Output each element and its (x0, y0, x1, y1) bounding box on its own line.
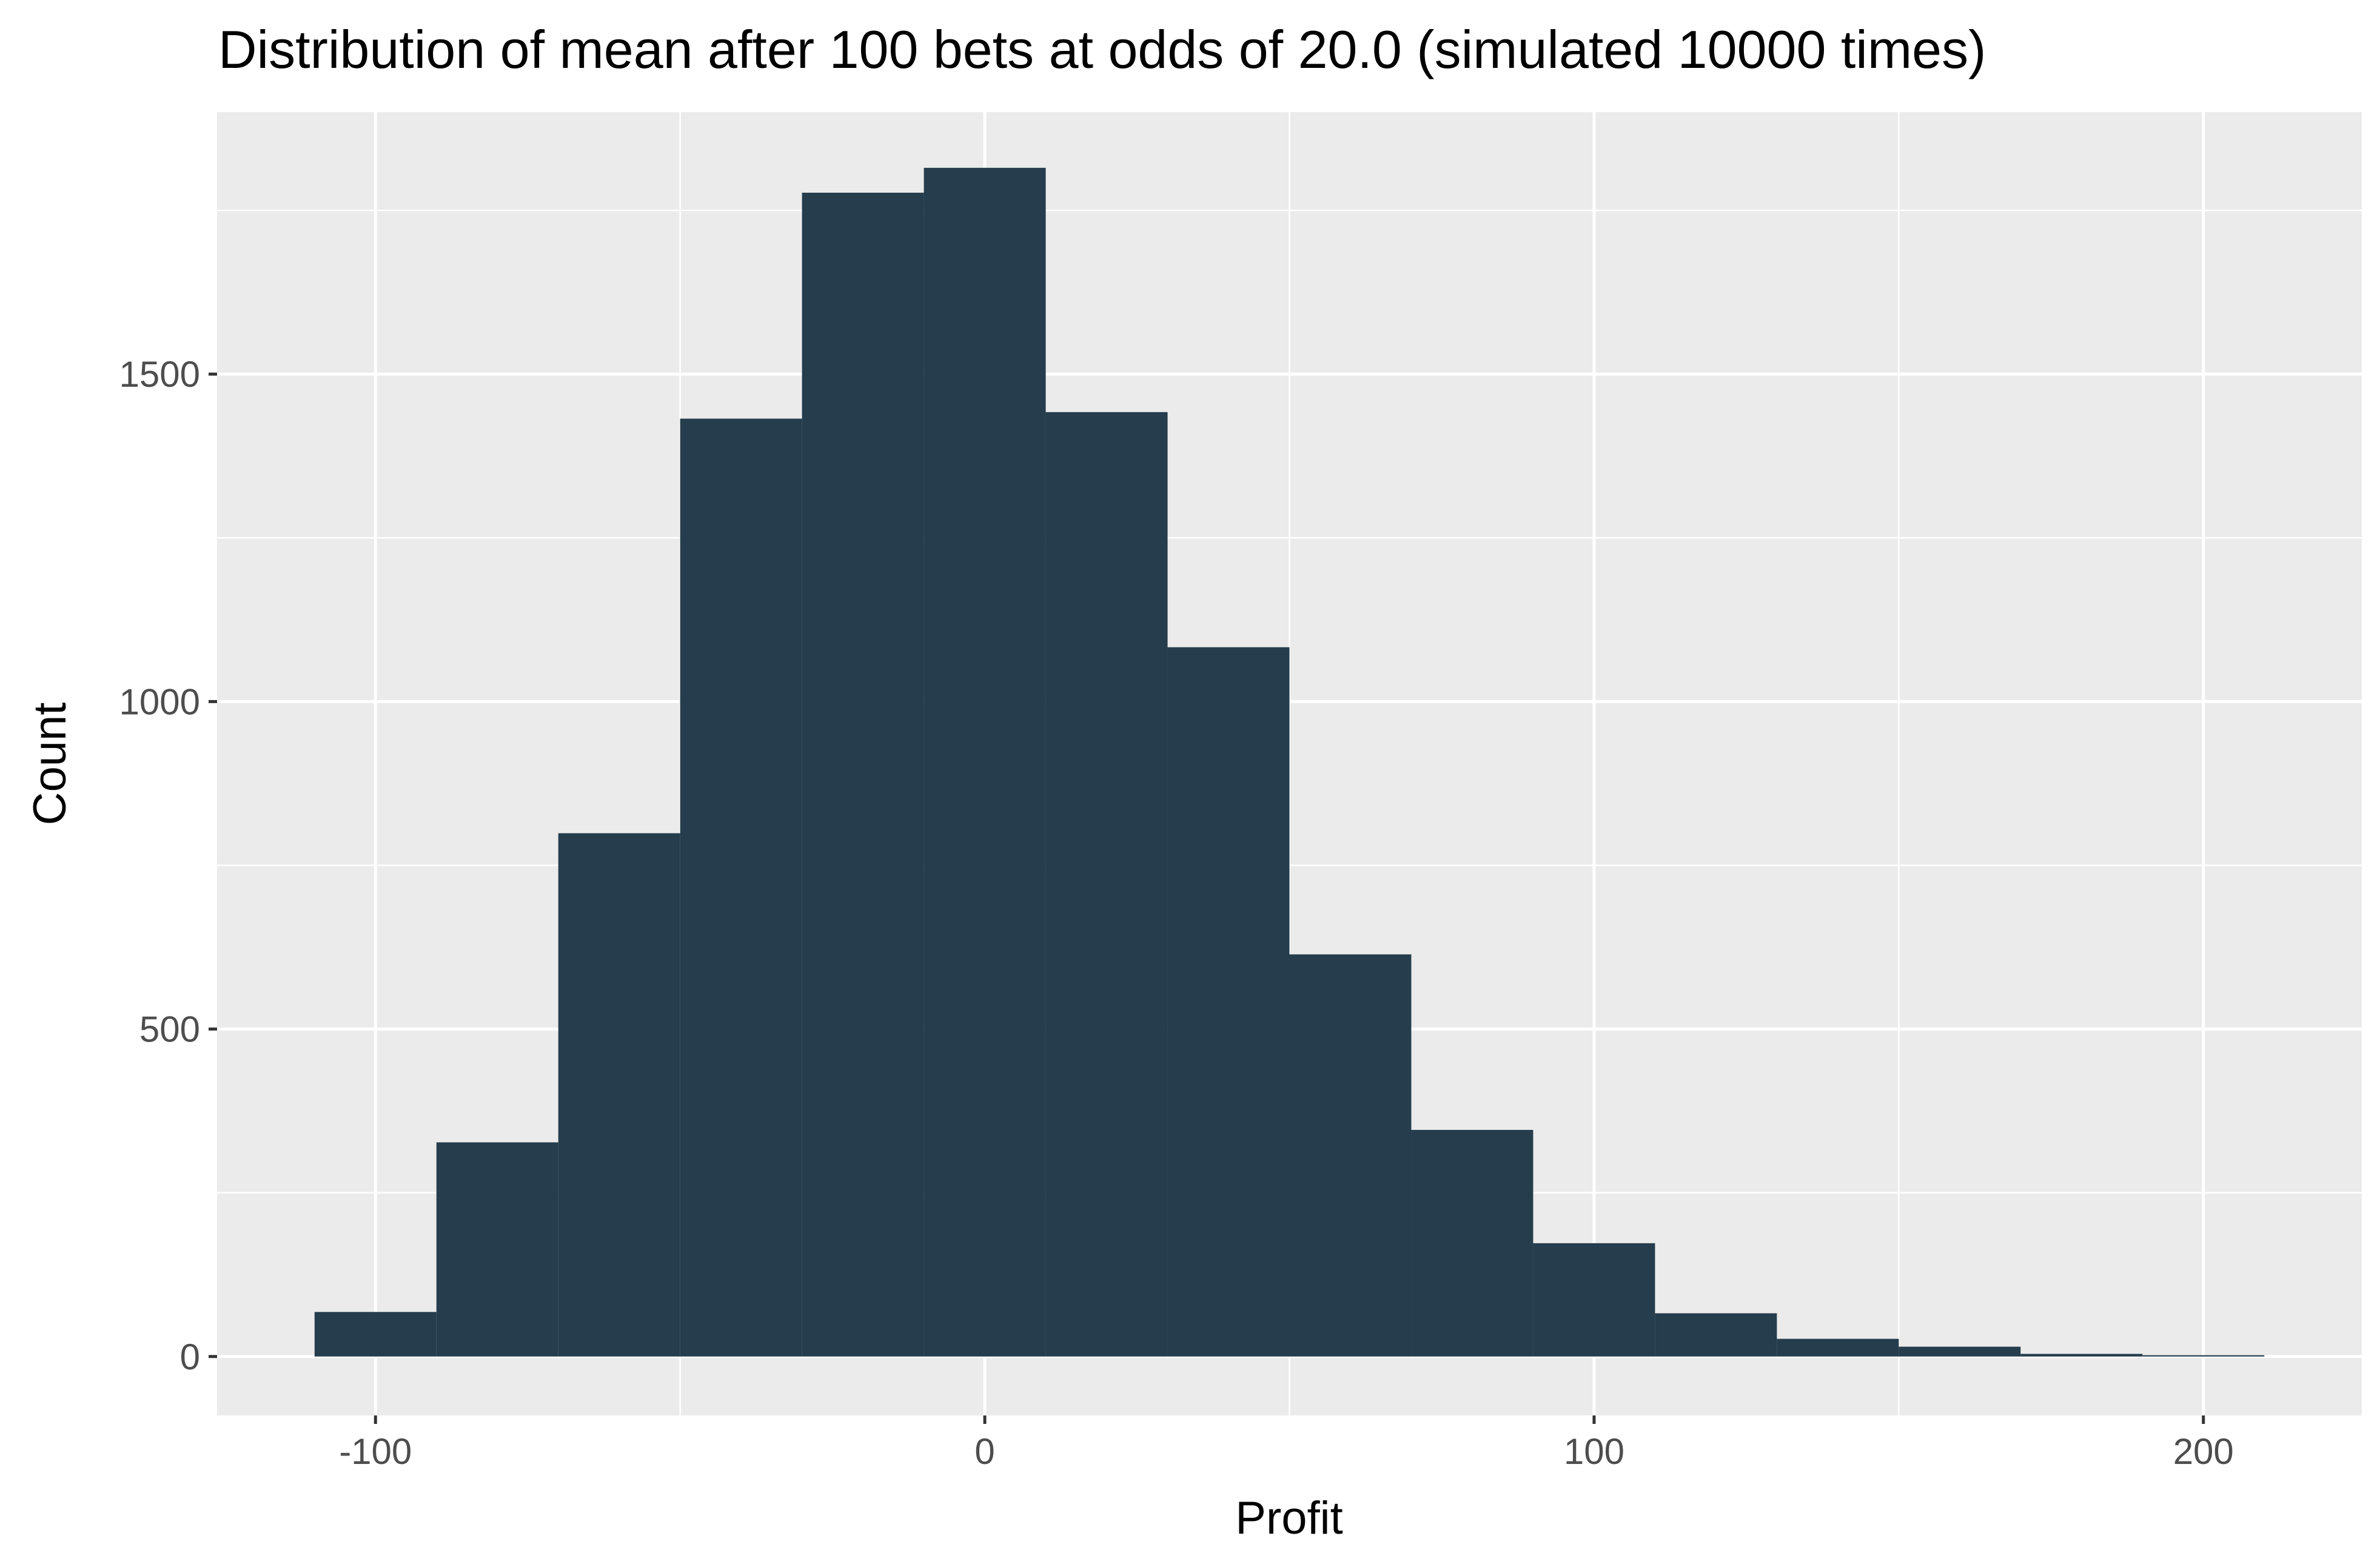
y-tick-label: 1000 (119, 681, 200, 722)
histogram-bar (2142, 1355, 2265, 1357)
histogram-bar (802, 192, 924, 1357)
histogram-bar (680, 418, 802, 1357)
x-tick-label: 0 (974, 1431, 994, 1472)
histogram-bar (314, 1312, 437, 1357)
histogram-bar (924, 167, 1046, 1357)
histogram-bars (314, 167, 2265, 1357)
histogram-bar (2020, 1354, 2143, 1357)
histogram-bar (1289, 954, 1412, 1357)
x-axis-title: Profit (1235, 1492, 1343, 1544)
y-tick-label: 0 (180, 1337, 200, 1377)
histogram-bar (1167, 647, 1290, 1357)
y-tick-label: 1500 (119, 354, 200, 395)
x-tick-label: 100 (1564, 1431, 1624, 1472)
histogram-bar (436, 1142, 558, 1357)
histogram-bar (558, 833, 680, 1357)
y-axis-title: Count (24, 703, 76, 826)
x-tick-label: -100 (339, 1431, 412, 1472)
y-tick-label: 500 (139, 1009, 200, 1050)
y-axis: 0 500 1000 1500 (119, 354, 217, 1377)
x-axis: -100 0 100 200 (339, 1415, 2234, 1472)
histogram-bar (1655, 1313, 1777, 1357)
histogram-bar (1777, 1338, 1899, 1357)
x-tick-label: 200 (2173, 1431, 2234, 1472)
histogram-bar (1411, 1129, 1534, 1357)
histogram-bar (1045, 412, 1168, 1357)
histogram-bar (1533, 1243, 1655, 1357)
histogram-bar (1899, 1346, 2021, 1357)
chart-title: Distribution of mean after 100 bets at o… (218, 19, 1986, 79)
